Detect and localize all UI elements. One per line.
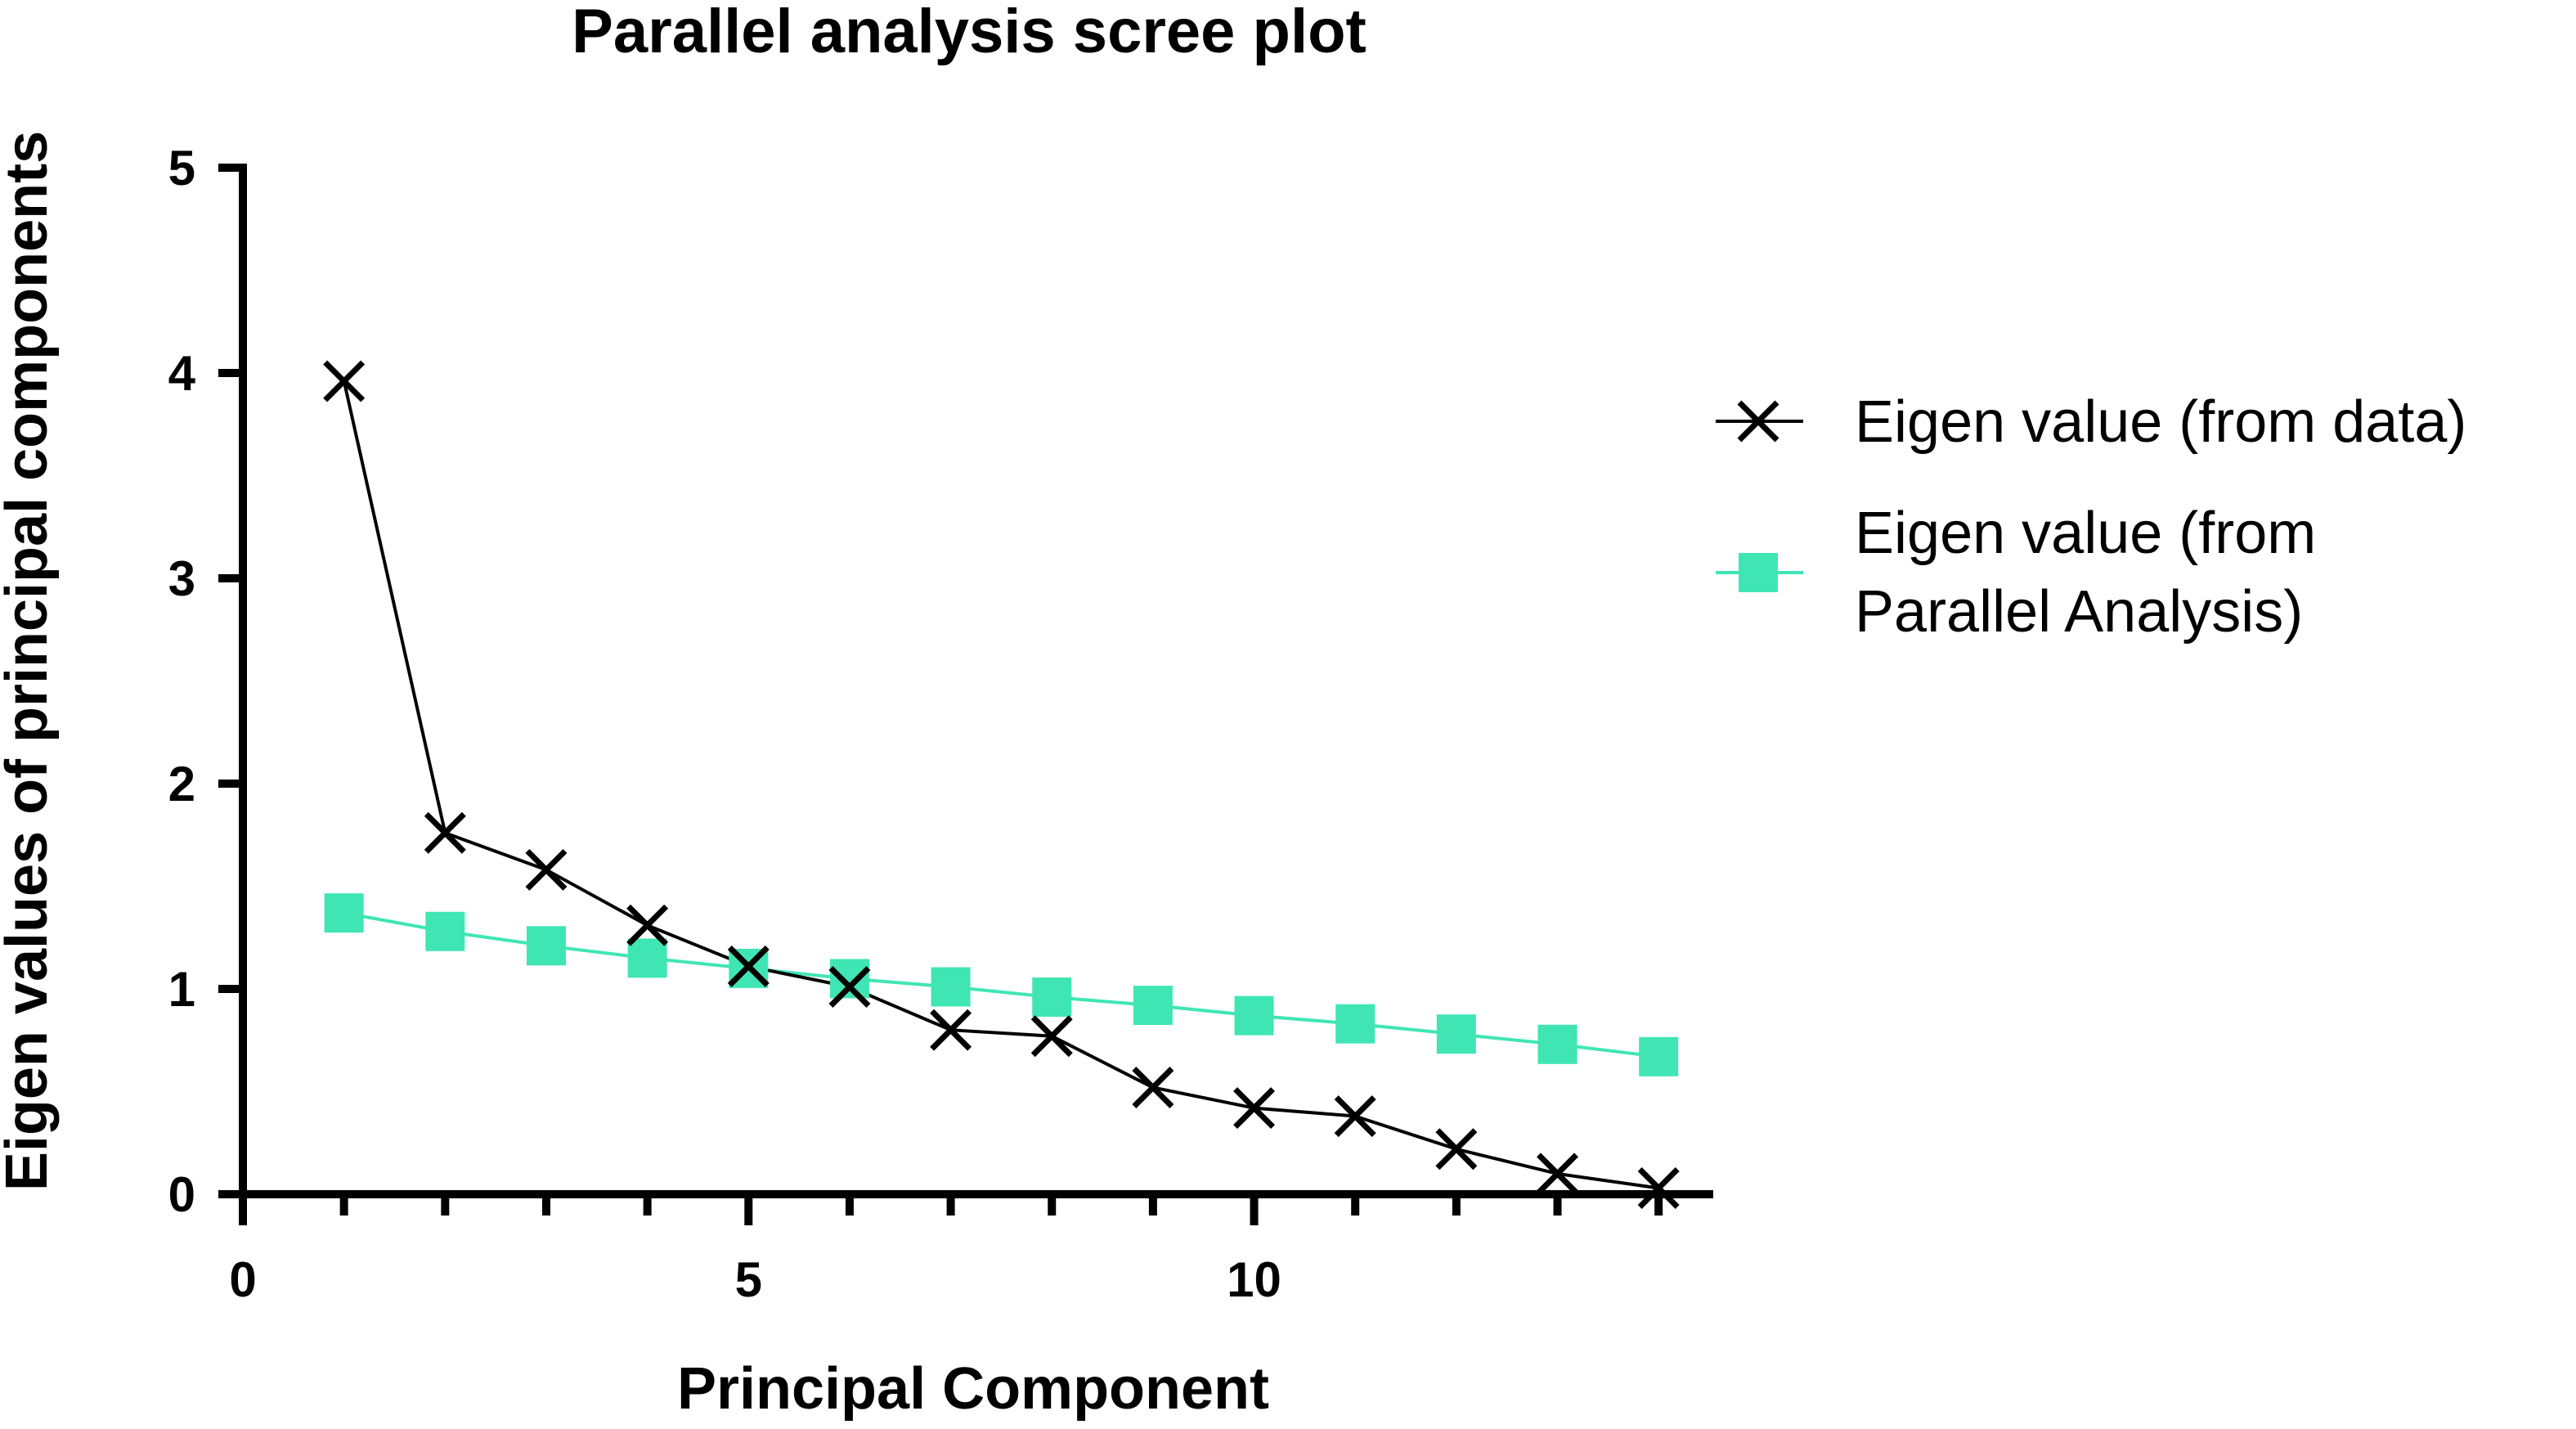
x-axis-title: Principal Component: [677, 1356, 1269, 1422]
y-tick-label: 3: [168, 551, 195, 606]
legend-label-parallel-line: Parallel Analysis): [1855, 579, 2303, 645]
data-point-marker: [323, 360, 366, 402]
parallel-point-marker: [1133, 986, 1173, 1026]
parallel-point-marker: [829, 959, 869, 999]
parallel-point-marker: [425, 911, 465, 951]
y-tick-label: 5: [168, 141, 195, 195]
y-tick-label: 0: [168, 1167, 195, 1222]
x-tick-label: 0: [229, 1252, 256, 1307]
chart-title: Parallel analysis scree plot: [572, 0, 1367, 66]
data-point-marker: [1030, 1015, 1073, 1058]
parallel-point-marker: [526, 926, 566, 966]
legend: Eigen value (from data) Eigen value (from…: [1716, 389, 2466, 645]
parallel-point-marker: [931, 967, 971, 1007]
data-point-marker: [1537, 1153, 1578, 1195]
data-point-marker: [930, 1009, 972, 1051]
x-tick-label: 5: [735, 1252, 762, 1307]
parallel-point-marker: [1335, 1004, 1376, 1044]
parallel-point-marker: [1436, 1014, 1476, 1054]
axes: 0 1 2 3 4 5 0 5 10: [168, 141, 1713, 1307]
data-point-marker: [1132, 1067, 1174, 1108]
parallel-point-marker: [1032, 977, 1072, 1018]
y-tick-label: 2: [168, 757, 195, 811]
data-point-marker: [828, 966, 871, 1008]
x-tick-label: 10: [1227, 1252, 1281, 1307]
series-lines: [342, 380, 1659, 1190]
data-point-marker: [727, 945, 770, 987]
data-point-marker: [1637, 1166, 1680, 1209]
parallel-point-marker: [1639, 1036, 1679, 1076]
data-point-marker: [1334, 1095, 1376, 1138]
parallel-point-marker: [1234, 995, 1274, 1036]
legend-label-data: Eigen value (from data): [1855, 389, 2466, 455]
y-axis-title: Eigen values of principal components: [0, 131, 60, 1191]
parallel-point-marker: [627, 938, 667, 978]
parallel-point-marker: [1537, 1024, 1577, 1064]
data-series-line: [342, 380, 1659, 1190]
legend-label-parallel: Eigen value (from Parallel Analysis): [1855, 501, 2316, 645]
legend-label-parallel-line: Eigen value (from: [1855, 501, 2316, 566]
data-point-marker: [424, 811, 466, 854]
data-point-marker: [1233, 1087, 1276, 1130]
data-point-marker: [525, 848, 568, 891]
data-point-marker: [1435, 1128, 1478, 1171]
series-markers: [323, 360, 1680, 1209]
y-tick-label: 4: [168, 346, 196, 401]
y-tick-label: 1: [168, 962, 195, 1017]
legend-marker-data: [1737, 400, 1779, 443]
legend-marker-parallel: [1739, 553, 1778, 592]
data-point-marker: [626, 904, 669, 946]
parallel-point-marker: [324, 893, 364, 933]
